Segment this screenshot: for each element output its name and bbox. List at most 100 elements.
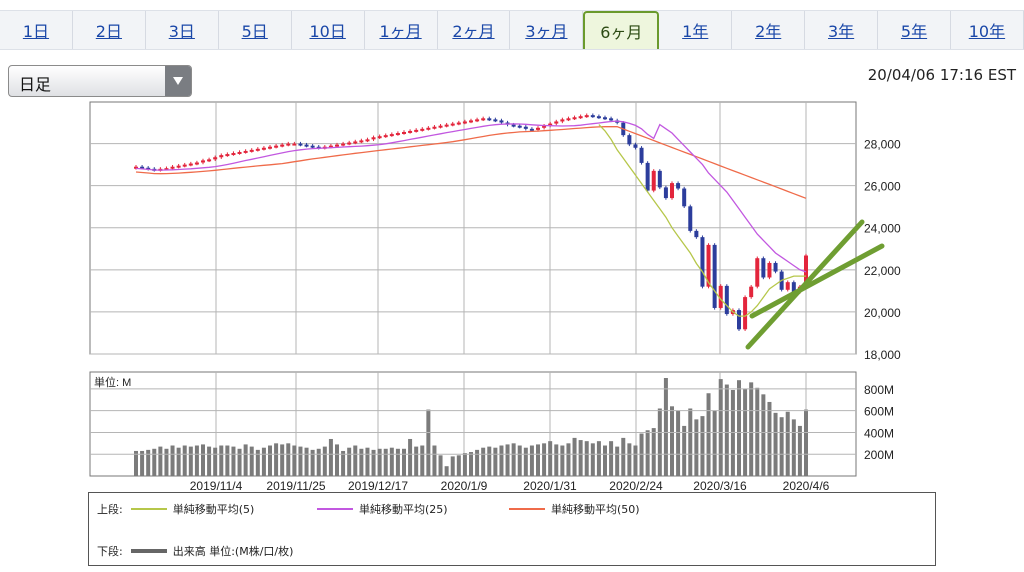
volume-bar	[280, 444, 285, 476]
candle-body	[767, 262, 772, 278]
volume-bar	[383, 448, 388, 476]
candle-body	[298, 143, 303, 146]
x-tick-label: 2020/4/6	[783, 479, 830, 493]
volume-bar	[676, 410, 681, 476]
volume-bar	[304, 447, 309, 476]
volume-bar	[188, 446, 193, 476]
candle-body	[408, 130, 413, 133]
volume-bar	[529, 445, 534, 476]
tab-4[interactable]: 10日	[292, 11, 365, 49]
tab-3[interactable]: 5日	[219, 11, 292, 49]
candle-body	[444, 124, 449, 127]
volume-bar	[225, 445, 230, 476]
volume-bar	[432, 445, 437, 476]
tab-9[interactable]: 1年	[659, 11, 733, 49]
volume-bar	[469, 452, 473, 476]
volume-bar	[700, 416, 705, 476]
volume-bar	[274, 443, 279, 476]
tab-10[interactable]: 2年	[732, 11, 806, 49]
volume-bar	[548, 441, 553, 476]
candle-body	[694, 230, 699, 238]
candle-body	[517, 125, 522, 128]
candle-body	[213, 157, 218, 160]
candle-body	[341, 143, 346, 146]
volume-bar	[797, 425, 802, 476]
candle-body	[456, 122, 461, 125]
tab-12[interactable]: 5年	[878, 11, 951, 49]
legend-ma25-label: 単純移動平均(25)	[359, 503, 448, 516]
y-tick-label: 28,000	[864, 138, 901, 152]
tab-0[interactable]: 1日	[0, 11, 73, 49]
tab-6[interactable]: 2ヶ月	[438, 11, 511, 49]
ma25-line	[135, 120, 807, 273]
candle-body	[335, 144, 339, 147]
y-tick-label: 18,000	[864, 348, 901, 362]
legend-upper-label: 上段:	[97, 503, 123, 516]
candle-body	[578, 116, 583, 119]
tab-11[interactable]: 3年	[805, 11, 879, 49]
tab-8[interactable]: 6ヶ月	[583, 11, 660, 49]
candle-body	[590, 115, 595, 118]
tab-7[interactable]: 3ヶ月	[510, 11, 584, 49]
candle-body	[596, 116, 601, 119]
volume-bar	[670, 406, 674, 476]
candle-body	[724, 285, 729, 315]
volume-bar	[779, 417, 784, 476]
tab-13[interactable]: 10年	[951, 11, 1024, 49]
candle-body	[804, 255, 808, 287]
volume-bar	[688, 408, 693, 476]
period-tabs: 1日 2日 3日 5日 10日 1ヶ月 2ヶ月 3ヶ月 6ヶ月 1年 2年 3年 5年 10年	[0, 10, 1024, 50]
volume-y-tick-label: 400M	[864, 426, 894, 440]
tab-1[interactable]: 2日	[73, 11, 146, 49]
volume-y-tick-label: 200M	[864, 448, 894, 462]
legend-ma25-swatch	[317, 508, 353, 510]
candle-body	[286, 143, 291, 146]
volume-bar	[420, 445, 425, 476]
volume-bar	[767, 401, 772, 476]
x-tick-label: 2020/2/24	[609, 479, 663, 493]
volume-bar	[377, 448, 382, 476]
candle-body	[663, 187, 668, 199]
candle-body	[371, 137, 376, 140]
candle-body	[450, 123, 455, 126]
volume-bar	[292, 445, 297, 476]
volume-bar	[335, 444, 339, 476]
y-tick-label: 22,000	[864, 264, 901, 278]
volume-bar	[481, 447, 486, 476]
candle-body	[365, 139, 370, 142]
candle-body	[749, 286, 754, 298]
candle-body	[529, 128, 534, 131]
volume-bar	[414, 446, 419, 476]
volume-bar	[255, 449, 260, 476]
candle-body	[609, 118, 614, 121]
tab-2[interactable]: 3日	[146, 11, 219, 49]
candle-body	[432, 126, 437, 129]
candle-body	[255, 148, 260, 151]
legend-lower-label: 下段:	[97, 545, 123, 558]
volume-bar	[627, 443, 632, 476]
y-tick-label: 26,000	[864, 180, 901, 194]
volume-bar	[182, 445, 187, 476]
volume-bar	[791, 419, 796, 476]
candle-body	[402, 131, 406, 134]
candle-body	[347, 142, 352, 145]
candle-body	[207, 159, 212, 162]
candle-body	[359, 140, 364, 143]
candle-body	[657, 170, 662, 188]
candle-body	[481, 118, 486, 121]
candle-body	[395, 133, 400, 136]
candle-body	[554, 121, 559, 124]
candle-body	[414, 129, 419, 132]
volume-bar	[651, 428, 656, 476]
candle-body	[645, 162, 650, 191]
volume-bar	[542, 443, 547, 476]
chart-interval-select[interactable]: 日足	[8, 65, 192, 97]
volume-bar	[444, 466, 449, 476]
candle-body	[268, 146, 272, 149]
candle-body	[542, 125, 547, 128]
dropdown-button[interactable]	[165, 66, 191, 96]
volume-bar	[408, 438, 413, 476]
candle-body	[499, 120, 504, 123]
tab-5[interactable]: 1ヶ月	[365, 11, 438, 49]
